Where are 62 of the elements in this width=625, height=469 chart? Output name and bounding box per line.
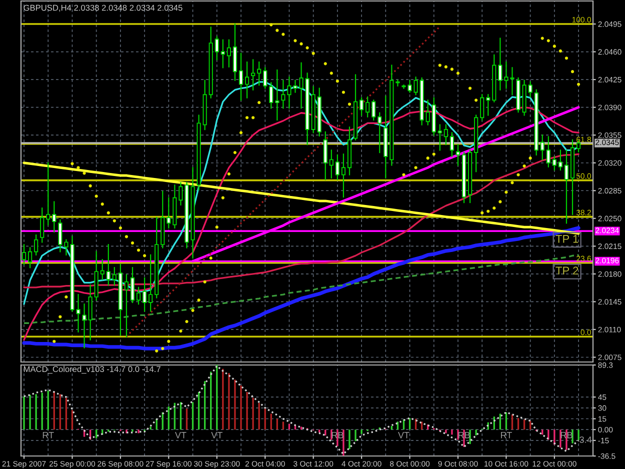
candlestick [238,52,244,101]
candlestick [257,62,262,86]
candlestick [480,94,484,121]
candlestick [52,201,56,232]
candlestick [112,267,116,286]
candlestick [552,156,556,171]
chart-title: GBPUSD,H4 2.0338 2.0348 2.0334 2.0345 [24,4,182,12]
candlestick [396,80,400,86]
candlestick [28,247,32,268]
candlestick [275,69,280,121]
candlestick [34,234,38,256]
candlestick [226,39,231,68]
candlestick [359,97,364,116]
candlestick [528,81,532,98]
candlestick [124,274,129,338]
data-label: VT [211,432,222,438]
data-label: VT [175,432,186,438]
candlestick [450,132,454,158]
candlestick [244,62,250,98]
candlestick [251,59,256,90]
candlestick [281,80,286,109]
candlestick [372,100,376,121]
candlestick [214,36,219,60]
candlestick [329,150,334,178]
candlestick [46,162,50,226]
candlestick [88,284,92,340]
candlestick [323,131,328,180]
data-label: RT [501,432,512,438]
candlestick [142,277,147,312]
candlestick [546,136,550,168]
candlestick [58,219,62,252]
data-label: VT [398,432,410,438]
candlestick [341,154,346,198]
candlestick [82,304,86,348]
annotation: TP 2 [556,266,578,274]
candlestick [106,244,110,286]
candlestick [426,100,430,126]
chart-title: MACD_Colored_v103 -14.7 0.0 -14.7 [24,366,160,374]
candlestick [136,286,141,305]
candlestick [444,124,448,146]
line-series [126,26,441,338]
annotation: TP 1 [556,235,578,243]
candlestick [166,197,171,228]
candlestick [269,82,274,109]
candlestick [148,254,153,312]
candlestick [486,94,490,116]
candlestick [220,39,225,68]
candlestick [564,150,569,224]
candlestick [558,150,563,171]
candlestick [366,96,370,118]
candlestick [456,144,460,166]
candlestick [335,154,340,180]
candlestick [22,244,26,265]
data-label: RT [42,432,54,438]
candlestick [540,134,544,160]
candlestick [130,267,135,304]
candlestick [263,67,268,89]
candlestick [498,38,502,90]
candlestick [378,112,382,154]
candlestick [438,124,442,151]
candlestick [100,259,104,280]
candlestick [40,208,44,243]
